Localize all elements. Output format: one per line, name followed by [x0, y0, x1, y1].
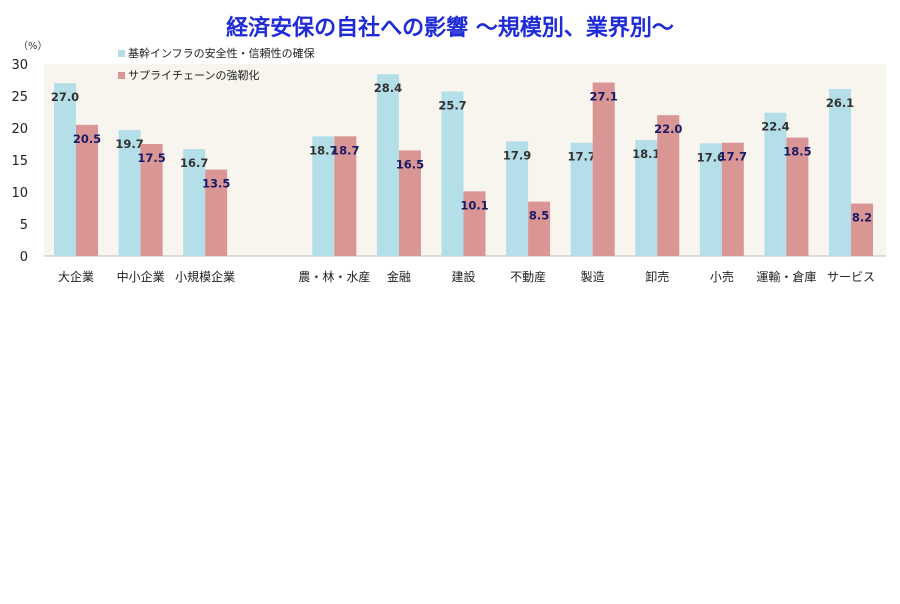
data-label: 18.7 [331, 143, 359, 157]
bar-supply-chain [140, 144, 163, 256]
data-label: 17.7 [719, 150, 747, 164]
bar-infrastructure [699, 143, 722, 256]
x-tick-label: サービス [827, 270, 875, 284]
x-tick-label: 建設 [451, 269, 475, 284]
bar-supply-chain [851, 203, 873, 256]
bar-infrastructure [506, 141, 529, 256]
legend-swatch [118, 50, 125, 57]
y-tick-label: 25 [11, 90, 28, 105]
x-tick-label: 農・林・水産 [298, 269, 370, 284]
bar-infrastructure [376, 74, 399, 257]
bar-supply-chain [76, 124, 98, 256]
bar-supply-chain [205, 169, 228, 256]
chart-title: 経済安保の自社への影響 ～規模別、業界別～ [226, 16, 674, 41]
x-tick-label: 小売 [710, 269, 734, 284]
data-label: 19.7 [115, 137, 143, 151]
y-tick-label: 10 [11, 186, 28, 201]
bar-infrastructure [118, 129, 141, 256]
data-label: 18.7 [309, 143, 337, 157]
y-unit-label: （%） [18, 40, 48, 52]
x-tick-label: 小規模企業 [175, 269, 235, 284]
data-label: 16.5 [396, 157, 424, 171]
y-tick-label: 0 [20, 250, 28, 265]
data-label: 18.5 [783, 145, 811, 159]
data-label: 17.6 [697, 150, 725, 164]
data-label: 17.5 [137, 151, 165, 165]
x-tick-label: 金融 [387, 269, 411, 284]
bar-infrastructure [183, 149, 206, 256]
data-label: 17.9 [503, 148, 531, 162]
bar-infrastructure [312, 136, 335, 256]
data-label: 27.1 [589, 90, 617, 104]
bar-infrastructure [635, 140, 658, 256]
bar-supply-chain [592, 82, 615, 256]
data-label: 13.5 [202, 177, 230, 191]
bar-supply-chain [786, 137, 809, 256]
data-label: 16.7 [180, 156, 208, 170]
bar-infrastructure [829, 88, 851, 257]
bar-infrastructure [570, 142, 593, 256]
data-label: 28.4 [374, 81, 402, 95]
bar-supply-chain [398, 150, 421, 256]
x-tick-label: 卸売 [645, 269, 669, 284]
data-label: 8.5 [529, 209, 549, 223]
legend-swatch [118, 72, 125, 79]
legend-label: 基幹インフラの安全性・信頼性の確保 [128, 46, 315, 60]
x-tick-label: 大企業 [58, 269, 94, 284]
y-tick-label: 5 [20, 218, 28, 233]
data-label: 22.0 [654, 122, 682, 136]
x-tick-label: 製造 [581, 270, 605, 284]
data-label: 20.5 [73, 132, 101, 146]
y-tick-label: 30 [11, 58, 28, 73]
x-tick-label: 運輸・倉庫 [756, 269, 816, 284]
y-tick-label: 20 [11, 122, 28, 137]
data-label: 10.1 [460, 198, 488, 212]
data-label: 22.4 [761, 120, 789, 134]
x-tick-label: 中小企業 [117, 269, 165, 284]
bar-supply-chain [528, 201, 551, 256]
data-label: 8.2 [852, 211, 872, 225]
bar-supply-chain [657, 115, 680, 256]
bar-infrastructure [764, 112, 787, 256]
bar-supply-chain [463, 191, 486, 256]
data-label: 17.7 [567, 150, 595, 164]
data-label: 18.1 [632, 147, 660, 161]
data-label: 25.7 [438, 99, 466, 113]
bar-supply-chain [334, 136, 357, 256]
data-label: 26.1 [826, 96, 854, 110]
bar-infrastructure [54, 83, 76, 256]
legend-label: サプライチェーンの強靭化 [128, 68, 259, 82]
bar-supply-chain [721, 142, 744, 256]
x-tick-label: 不動産 [510, 269, 546, 284]
data-label: 27.0 [51, 90, 79, 104]
y-tick-label: 15 [11, 154, 28, 169]
bar-infrastructure [441, 91, 464, 257]
